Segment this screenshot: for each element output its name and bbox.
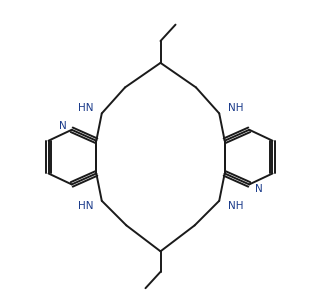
Text: NH: NH [228, 103, 243, 113]
Text: N: N [58, 121, 66, 131]
Text: HN: HN [78, 201, 93, 211]
Text: HN: HN [78, 103, 93, 113]
Text: NH: NH [228, 201, 243, 211]
Text: N: N [255, 184, 263, 194]
